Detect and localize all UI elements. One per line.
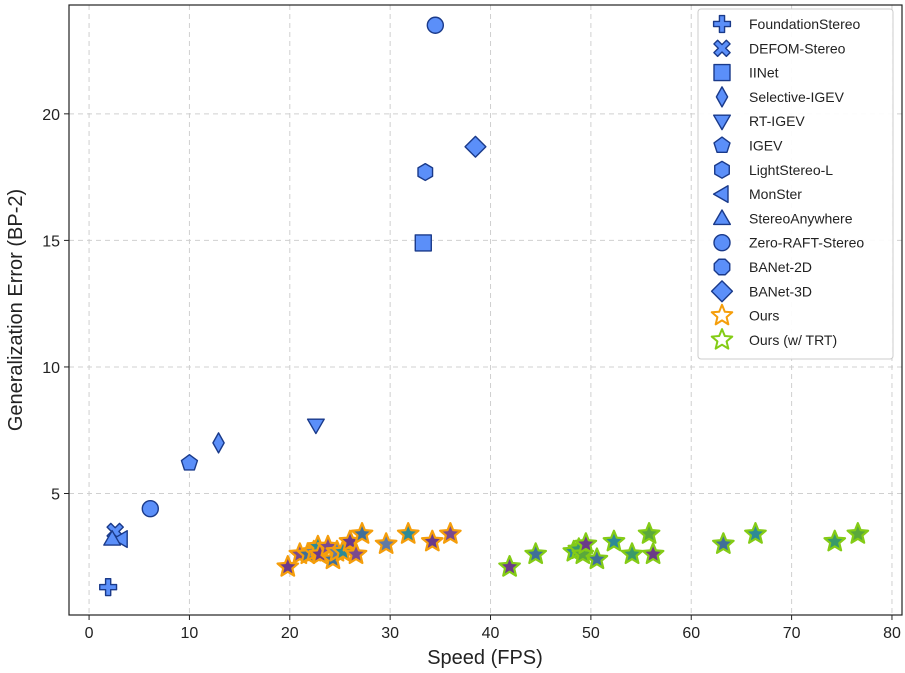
y-tick-label: 20 <box>42 107 60 124</box>
x-tick-label: 50 <box>582 625 600 642</box>
point-ours-w-trt <box>620 542 644 565</box>
point-ours-w-trt <box>846 522 870 544</box>
point-ours <box>439 522 462 544</box>
point-ours-w-trt <box>637 522 661 544</box>
y-tick-label: 5 <box>51 487 60 504</box>
legend-label-ours-w-trt: Ours (w/ TRT) <box>749 332 837 348</box>
x-tick-label: 40 <box>482 625 500 642</box>
legend-label-banet-2d: BANet-2D <box>749 259 812 275</box>
legend-label-monster: MonSter <box>749 186 802 202</box>
legend-marker-igev <box>713 136 731 154</box>
plot-area-frame <box>68 4 903 616</box>
legend-marker-foundationstereo <box>712 14 732 34</box>
point-ours-w-trt <box>524 542 548 565</box>
legend-label-zero-raft-stereo: Zero-RAFT-Stereo <box>749 235 864 251</box>
y-axis-title: Generalization Error (BP-2) <box>5 189 27 431</box>
legend-marker-selective-igev <box>715 86 729 108</box>
point-ours <box>276 555 300 577</box>
point-ours-w-trt <box>711 532 735 554</box>
point-foundationstereo <box>99 578 118 597</box>
point-iinet <box>414 234 432 252</box>
legend-label-stereoanywhere: StereoAnywhere <box>749 210 853 226</box>
legend-label-igev: IGEV <box>749 138 783 154</box>
point-ours-w-trt <box>498 555 521 577</box>
point-ours-w-trt <box>602 529 626 552</box>
x-tick-label: 30 <box>381 625 399 642</box>
legend-marker-defom-stereo <box>713 39 731 58</box>
legend-label-rt-igev: RT-IGEV <box>749 113 805 129</box>
legend-marker-lightstereo-l <box>714 160 730 179</box>
x-tick-label: 60 <box>682 625 700 642</box>
x-axis-title: Speed (FPS) <box>427 647 543 669</box>
point-lightstereo-l <box>417 162 434 182</box>
point-zero-raft-stereo <box>426 16 445 34</box>
point-banet-3d <box>464 135 487 158</box>
point-ours <box>350 522 374 544</box>
x-tick-label: 70 <box>783 625 801 642</box>
legend-label-banet-3d: BANet-3D <box>749 283 812 299</box>
point-zero-raft-stereo <box>141 499 159 518</box>
x-tick-label: 80 <box>883 625 901 642</box>
y-tick-label: 15 <box>42 233 60 250</box>
legend-label-selective-igev: Selective-IGEV <box>749 89 845 105</box>
legend-marker-stereoanywhere <box>712 209 732 226</box>
legend-marker-ours <box>710 303 734 326</box>
legend-label-defom-stereo: DEFOM-Stereo <box>749 40 846 56</box>
point-ours-w-trt <box>641 542 665 565</box>
point-ours <box>396 522 420 544</box>
point-rt-igev <box>306 418 325 435</box>
point-ours-w-trt <box>823 529 847 552</box>
x-tick-label: 0 <box>85 625 94 642</box>
point-ours-w-trt <box>585 547 609 570</box>
legend-marker-ours-w-trt <box>710 328 734 350</box>
legend-marker-banet-3d <box>710 280 734 303</box>
data-points <box>99 16 870 597</box>
x-tick-label: 10 <box>181 625 199 642</box>
legend-marker-zero-raft-stereo <box>713 233 731 252</box>
point-ours <box>374 532 398 554</box>
y-tick-label: 10 <box>42 360 60 377</box>
legend-marker-iinet <box>713 63 731 82</box>
point-ours <box>420 529 444 552</box>
legend-marker-banet-2d <box>713 258 731 276</box>
x-tick-label: 20 <box>281 625 299 642</box>
point-ours-w-trt <box>574 532 598 554</box>
legend-box <box>697 8 894 360</box>
legend-label-ours: Ours <box>749 308 779 324</box>
legend-marker-monster <box>712 185 729 204</box>
legend-label-lightstereo-l: LightStereo-L <box>749 162 833 178</box>
point-selective-igev <box>212 432 225 454</box>
axis-ticks: 0 10 20 30 40 50 60 70 80 5 10 15 20 <box>42 107 901 642</box>
point-igev <box>180 454 199 471</box>
legend-label-foundationstereo: FoundationStereo <box>749 16 861 32</box>
point-stereoanywhere <box>103 529 122 546</box>
legend-marker-rt-igev <box>712 114 732 131</box>
point-ours <box>344 542 368 565</box>
point-ours-w-trt <box>744 522 767 544</box>
legend-label-iinet: IINet <box>749 65 779 81</box>
legend: FoundationStereo DEFOM-Stereo IINet Selecti… <box>697 8 894 360</box>
